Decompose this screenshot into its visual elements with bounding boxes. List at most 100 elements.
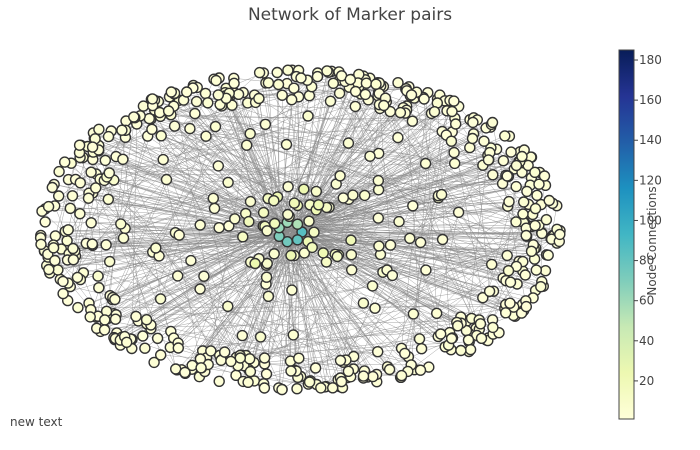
network-node[interactable] bbox=[99, 314, 111, 326]
network-node[interactable] bbox=[520, 300, 532, 313]
network-node[interactable] bbox=[554, 228, 566, 241]
network-hub-node[interactable] bbox=[291, 234, 304, 246]
network-node[interactable] bbox=[393, 215, 405, 228]
network-node[interactable] bbox=[102, 193, 115, 206]
network-node[interactable] bbox=[286, 284, 298, 296]
network-node[interactable] bbox=[359, 88, 372, 101]
network-node[interactable] bbox=[184, 122, 196, 135]
network-node[interactable] bbox=[86, 141, 99, 153]
network-node[interactable] bbox=[253, 66, 266, 79]
network-node[interactable] bbox=[103, 255, 116, 268]
network-node[interactable] bbox=[258, 382, 271, 394]
network-node[interactable] bbox=[306, 241, 318, 254]
network-node[interactable] bbox=[168, 120, 181, 132]
network-node[interactable] bbox=[298, 247, 311, 259]
network-node[interactable] bbox=[309, 362, 322, 374]
network-node[interactable] bbox=[148, 356, 160, 369]
network-node[interactable] bbox=[39, 216, 51, 228]
network-node[interactable] bbox=[487, 169, 499, 181]
network-node[interactable] bbox=[58, 156, 71, 168]
network-node[interactable] bbox=[372, 174, 384, 187]
network-node[interactable] bbox=[100, 239, 112, 251]
network-node[interactable] bbox=[257, 206, 270, 219]
network-hub-node[interactable] bbox=[281, 235, 293, 248]
network-node[interactable] bbox=[259, 118, 272, 131]
network-node[interactable] bbox=[519, 269, 531, 281]
network-node[interactable] bbox=[510, 216, 522, 228]
network-node[interactable] bbox=[49, 230, 62, 242]
network-node[interactable] bbox=[157, 153, 169, 166]
network-node[interactable] bbox=[202, 97, 214, 109]
network-node[interactable] bbox=[229, 213, 241, 225]
network-node[interactable] bbox=[394, 106, 407, 119]
network-node[interactable] bbox=[236, 329, 249, 342]
network-node[interactable] bbox=[282, 180, 294, 193]
network-node[interactable] bbox=[225, 355, 237, 368]
network-node[interactable] bbox=[466, 132, 479, 145]
network-node[interactable] bbox=[199, 87, 212, 100]
network-node[interactable] bbox=[280, 138, 293, 151]
network-node[interactable] bbox=[415, 343, 428, 355]
network-node[interactable] bbox=[298, 183, 310, 195]
network-node[interactable] bbox=[109, 313, 122, 325]
network-node[interactable] bbox=[516, 150, 528, 163]
network-node[interactable] bbox=[337, 192, 349, 204]
network-node[interactable] bbox=[342, 137, 355, 149]
network-node[interactable] bbox=[117, 153, 129, 166]
network-node[interactable] bbox=[497, 154, 510, 167]
network-node[interactable] bbox=[208, 202, 221, 215]
network-node[interactable] bbox=[213, 221, 225, 234]
network-node[interactable] bbox=[407, 308, 420, 320]
network-node[interactable] bbox=[103, 167, 116, 179]
network-node[interactable] bbox=[120, 336, 133, 348]
network-node[interactable] bbox=[369, 302, 381, 314]
network-node[interactable] bbox=[222, 176, 234, 189]
network-node[interactable] bbox=[334, 170, 346, 182]
network-node[interactable] bbox=[42, 200, 55, 213]
network-node[interactable] bbox=[137, 330, 149, 342]
network-node[interactable] bbox=[500, 307, 512, 319]
network-node[interactable] bbox=[237, 231, 249, 243]
network-node[interactable] bbox=[285, 365, 297, 377]
network-node[interactable] bbox=[405, 89, 418, 101]
network-node[interactable] bbox=[260, 368, 273, 380]
network-node[interactable] bbox=[74, 207, 86, 220]
network-node[interactable] bbox=[344, 73, 356, 86]
network-node[interactable] bbox=[82, 192, 95, 204]
network-node[interactable] bbox=[501, 170, 513, 182]
network-node[interactable] bbox=[399, 347, 411, 360]
network-node[interactable] bbox=[62, 224, 74, 236]
network-node[interactable] bbox=[102, 130, 115, 143]
network-node[interactable] bbox=[446, 105, 458, 118]
network-node[interactable] bbox=[171, 270, 184, 282]
network-node[interactable] bbox=[66, 190, 79, 202]
network-node[interactable] bbox=[486, 116, 499, 129]
network-node[interactable] bbox=[71, 271, 84, 284]
network-node[interactable] bbox=[452, 320, 464, 332]
network-node[interactable] bbox=[260, 271, 273, 283]
network-node[interactable] bbox=[286, 93, 298, 106]
network-node[interactable] bbox=[194, 283, 206, 295]
network-node[interactable] bbox=[207, 192, 220, 205]
network-node[interactable] bbox=[357, 297, 370, 309]
network-node[interactable] bbox=[517, 208, 529, 220]
network-node[interactable] bbox=[483, 285, 496, 297]
network-node[interactable] bbox=[370, 78, 382, 90]
network-node[interactable] bbox=[72, 301, 84, 314]
network-node[interactable] bbox=[428, 105, 441, 118]
network-node[interactable] bbox=[360, 77, 373, 89]
network-node[interactable] bbox=[311, 70, 324, 83]
network-node[interactable] bbox=[185, 254, 197, 267]
network-node[interactable] bbox=[288, 197, 300, 209]
network-node[interactable] bbox=[93, 123, 105, 136]
network-node[interactable] bbox=[86, 238, 99, 250]
network-node[interactable] bbox=[540, 213, 553, 226]
network-node[interactable] bbox=[285, 249, 297, 262]
network-node[interactable] bbox=[331, 250, 343, 263]
network-node[interactable] bbox=[242, 376, 254, 388]
network-node[interactable] bbox=[529, 166, 541, 179]
network-node[interactable] bbox=[276, 383, 288, 396]
network-node[interactable] bbox=[243, 215, 255, 228]
network-node[interactable] bbox=[258, 352, 271, 364]
network-node[interactable] bbox=[53, 165, 65, 178]
